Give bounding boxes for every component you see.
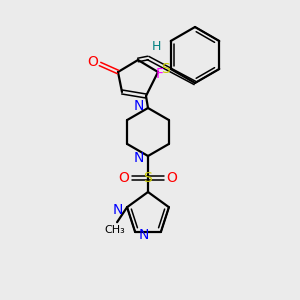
Text: N: N: [134, 151, 144, 165]
Text: N: N: [134, 99, 144, 113]
Text: N: N: [139, 228, 149, 242]
Text: F: F: [156, 67, 164, 81]
Text: N: N: [113, 203, 123, 217]
Text: CH₃: CH₃: [105, 225, 125, 235]
Text: S: S: [162, 62, 170, 76]
Text: O: O: [88, 55, 98, 69]
Text: O: O: [118, 171, 129, 185]
Text: H: H: [151, 40, 161, 52]
Text: O: O: [167, 171, 177, 185]
Text: S: S: [144, 171, 152, 185]
